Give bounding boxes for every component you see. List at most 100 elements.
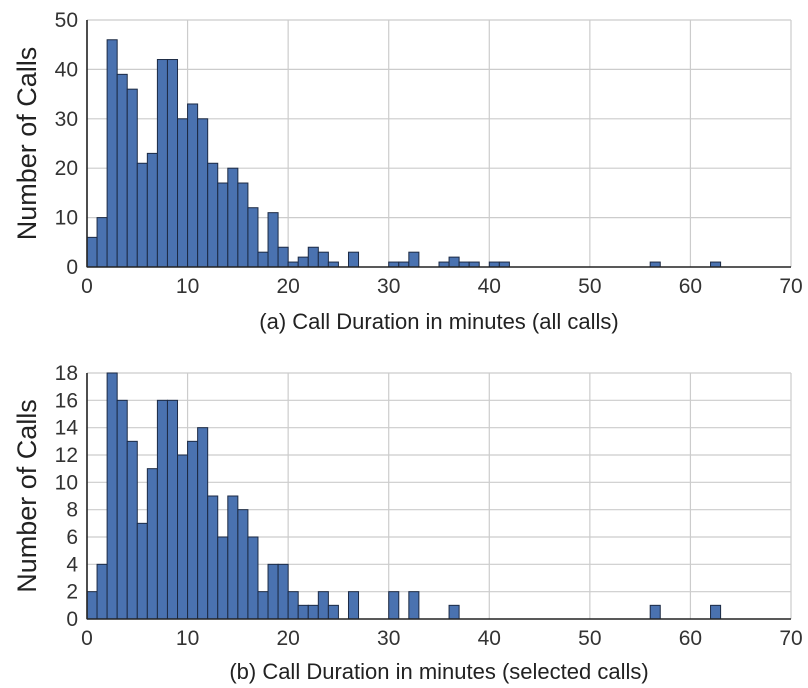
panel-b-x-tick-label: 70 bbox=[779, 627, 802, 650]
panel-a-bar-4 bbox=[126, 88, 138, 268]
panel-a-bar-5 bbox=[136, 162, 148, 268]
panel-a-y-tick-label: 10 bbox=[55, 207, 78, 230]
panel-b-bar-18 bbox=[267, 563, 279, 620]
panel-a-bar-3 bbox=[116, 73, 128, 268]
panel-b-bar-36 bbox=[448, 604, 460, 620]
panel-b-bar-6 bbox=[146, 468, 158, 620]
panel-a-bar-0 bbox=[86, 236, 98, 268]
panel-a-bar-18 bbox=[267, 212, 279, 268]
panel-b-y-tick-label: 2 bbox=[66, 581, 78, 604]
panel-a-axes bbox=[86, 20, 791, 268]
panel-b-bar-5 bbox=[136, 522, 148, 620]
panel-a-bar-16 bbox=[247, 207, 259, 268]
panel-b-bar-9 bbox=[177, 454, 189, 620]
panel-b-x-tick-label: 30 bbox=[377, 627, 400, 650]
panel-b-y-tick-label: 14 bbox=[55, 417, 79, 440]
panel-a-bars bbox=[86, 39, 722, 268]
panel-b-x-tick-label: 40 bbox=[478, 627, 501, 650]
panel-a-bar-23 bbox=[317, 251, 329, 268]
panel-a-x-tick-label: 0 bbox=[81, 275, 93, 298]
panel-b-y-axis-label: Number of Calls bbox=[12, 399, 42, 593]
panel-a-x-tick-label: 40 bbox=[478, 275, 501, 298]
panel-a-x-tick-label: 50 bbox=[578, 275, 601, 298]
panel-a-y-tick-label: 50 bbox=[55, 9, 78, 32]
panel-b-bar-15 bbox=[237, 509, 249, 620]
panel-b-bar-10 bbox=[187, 440, 199, 620]
panel-a-x-tick-label: 30 bbox=[377, 275, 400, 298]
panel-b-y-tick-label: 0 bbox=[66, 608, 78, 631]
panel-b-bar-62 bbox=[710, 604, 722, 620]
panel-a-bar-10 bbox=[187, 103, 199, 268]
panel-b-bar-11 bbox=[197, 427, 209, 620]
panel-a-bar-13 bbox=[217, 182, 229, 268]
panel-a-y-tick-label: 20 bbox=[55, 157, 78, 180]
panel-b-bar-26 bbox=[347, 591, 360, 620]
panel-b-x-tick-label: 20 bbox=[276, 627, 299, 650]
panel-b-x-tick-label: 50 bbox=[578, 627, 601, 650]
panel-b-y-tick-label: 16 bbox=[55, 389, 78, 412]
panel-a-bar-12 bbox=[207, 162, 219, 268]
panel-b-bars bbox=[86, 372, 722, 620]
panel-b-bar-1 bbox=[96, 563, 108, 620]
panel-b-bar-8 bbox=[166, 399, 179, 620]
panel-b-y-tick-label: 4 bbox=[66, 553, 78, 576]
panel-b-x-tick-label: 60 bbox=[679, 627, 702, 650]
panel-b-bar-23 bbox=[317, 591, 329, 620]
panel-a-bar-19 bbox=[277, 246, 289, 268]
panel-a-bar-32 bbox=[408, 251, 420, 268]
panel-a-bar-2 bbox=[106, 39, 118, 268]
panel-b-bar-3 bbox=[116, 399, 128, 620]
panel-a-x-tick-label: 20 bbox=[276, 275, 299, 298]
panel-a-x-tick-label: 60 bbox=[679, 275, 702, 298]
panel-a-bar-22 bbox=[307, 246, 319, 268]
panel-a-bar-9 bbox=[177, 118, 189, 268]
panel-a-bar-11 bbox=[197, 118, 209, 268]
panel-a-y-tick-label: 30 bbox=[55, 108, 78, 131]
panel-b-axes bbox=[86, 373, 791, 620]
panel-a-x-ticks: 0 10 20 30 40 50 60 70 bbox=[81, 275, 803, 298]
panel-b-bar-24 bbox=[327, 604, 339, 620]
panel-a-bar-14 bbox=[227, 167, 239, 268]
panel-b-bar-19 bbox=[277, 563, 289, 620]
panel-b-bar-22 bbox=[307, 604, 319, 620]
panel-b-y-tick-label: 10 bbox=[55, 471, 78, 494]
panel-b-bar-20 bbox=[287, 591, 299, 620]
panel-a-bar-15 bbox=[237, 182, 249, 268]
panel-b-x-tick-label: 0 bbox=[81, 627, 93, 650]
panel-b-gridlines bbox=[87, 372, 792, 619]
panel-a-bar-7 bbox=[156, 59, 168, 268]
panel-b-x-ticks: 0 10 20 30 40 50 60 70 bbox=[81, 627, 803, 650]
panel-b-x-axis-label: (b) Call Duration in minutes (selected c… bbox=[229, 659, 648, 684]
panel-b-bar-4 bbox=[126, 440, 138, 620]
panel-b-bar-32 bbox=[408, 591, 420, 620]
panel-a-bar-6 bbox=[146, 152, 158, 268]
panel-b-bar-7 bbox=[156, 399, 168, 620]
panel-a-y-tick-label: 40 bbox=[55, 58, 78, 81]
panel-a-bar-8 bbox=[166, 59, 179, 268]
panel-b-bar-2 bbox=[106, 372, 118, 620]
panel-b-bar-21 bbox=[297, 604, 309, 620]
panel-b-y-tick-label: 8 bbox=[66, 499, 78, 522]
panel-a-bar-36 bbox=[448, 256, 460, 268]
panel-a-all-calls: 0 10 20 30 40 50 0 10 20 30 40 50 60 70 Number of Ca… bbox=[12, 9, 803, 334]
panel-a-x-tick-label: 10 bbox=[176, 275, 199, 298]
panel-a-gridlines bbox=[87, 19, 792, 267]
panel-a-x-tick-label: 70 bbox=[779, 275, 802, 298]
panel-b-bar-0 bbox=[86, 591, 98, 620]
panel-b-bar-16 bbox=[247, 536, 259, 620]
panel-a-x-axis-label: (a) Call Duration in minutes (all calls) bbox=[259, 309, 618, 334]
panel-a-bar-21 bbox=[297, 256, 309, 268]
panel-b-bar-17 bbox=[257, 591, 269, 620]
panel-a-bar-26 bbox=[347, 251, 360, 268]
panel-b-bar-56 bbox=[649, 604, 661, 620]
panel-b-bar-13 bbox=[217, 536, 229, 620]
panel-a-y-tick-label: 0 bbox=[66, 256, 78, 279]
panel-a-bar-1 bbox=[96, 217, 108, 268]
panel-b-y-tick-label: 18 bbox=[55, 362, 78, 385]
panel-b-bar-12 bbox=[207, 495, 219, 620]
panel-b-y-tick-label: 6 bbox=[66, 526, 78, 549]
panel-b-bar-30 bbox=[388, 591, 400, 620]
panel-a-y-axis-label: Number of Calls bbox=[12, 47, 42, 241]
